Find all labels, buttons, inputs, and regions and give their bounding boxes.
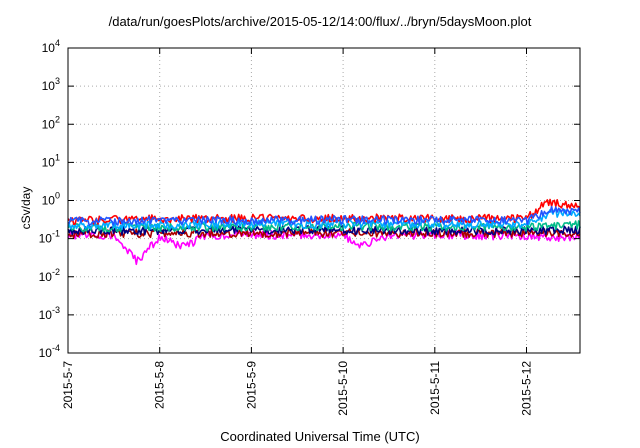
- y-tick-label: 100: [42, 191, 60, 208]
- series-line-4: [67, 208, 581, 230]
- x-tick-label: 2015-5-8: [153, 361, 167, 409]
- grid-lines: [68, 48, 580, 353]
- plot-frame: [67, 47, 581, 354]
- series-lines: [67, 198, 581, 266]
- y-tick-label: 10-3: [39, 305, 60, 322]
- chart-title: /data/run/goesPlots/archive/2015-05-12/1…: [108, 14, 532, 29]
- series-line-6: [67, 205, 581, 227]
- y-tick-label: 10-2: [39, 267, 60, 284]
- series-line-1: [67, 228, 581, 239]
- y-tick-label: 101: [42, 152, 60, 169]
- x-tick-label: 2015-5-11: [428, 361, 442, 415]
- x-tick-label: 2015-5-9: [244, 361, 258, 409]
- x-tick-label: 2015-5-12: [520, 361, 534, 416]
- y-tick-label: 102: [42, 114, 60, 131]
- y-tick-label: 103: [42, 76, 60, 93]
- y-axis-label: cSv/day: [19, 187, 33, 230]
- y-tick-label: 10-1: [39, 229, 60, 246]
- x-tick-label: 2015-5-7: [61, 361, 75, 409]
- tick-labels: 10-4 10-3 10-2 10-1 100 101 102 103 104 2015-5-7 2…: [39, 38, 534, 416]
- x-tick-label: 2015-5-10: [336, 361, 350, 416]
- y-tick-label: 104: [42, 38, 60, 55]
- y-tick-label: 10-4: [39, 343, 60, 360]
- x-axis-label: Coordinated Universal Time (UTC): [220, 429, 420, 444]
- axes: [67, 47, 581, 354]
